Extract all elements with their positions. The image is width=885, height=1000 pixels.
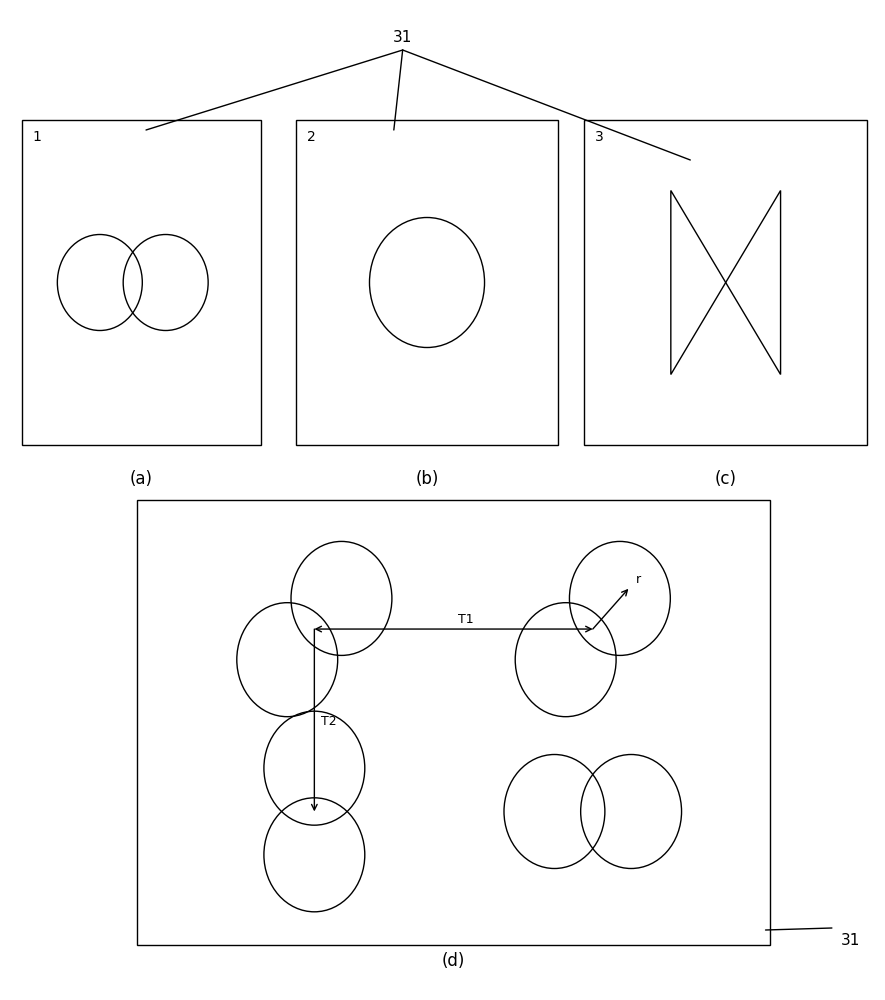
Text: (c): (c) xyxy=(715,470,736,488)
Text: 3: 3 xyxy=(595,130,604,144)
Text: 1: 1 xyxy=(33,130,42,144)
Text: T1: T1 xyxy=(458,613,473,626)
Text: (b): (b) xyxy=(415,470,439,488)
Bar xyxy=(296,120,558,445)
Text: 31: 31 xyxy=(393,30,412,45)
Text: T2: T2 xyxy=(321,715,337,728)
Text: r: r xyxy=(635,573,641,586)
Text: (a): (a) xyxy=(130,470,153,488)
Text: 2: 2 xyxy=(307,130,316,144)
Bar xyxy=(584,120,867,445)
Text: (d): (d) xyxy=(442,952,466,970)
Text: 31: 31 xyxy=(841,933,860,948)
Bar xyxy=(22,120,261,445)
Bar xyxy=(137,500,770,945)
